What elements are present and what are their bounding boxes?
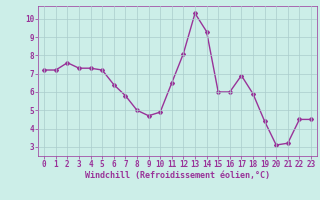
X-axis label: Windchill (Refroidissement éolien,°C): Windchill (Refroidissement éolien,°C) [85,171,270,180]
